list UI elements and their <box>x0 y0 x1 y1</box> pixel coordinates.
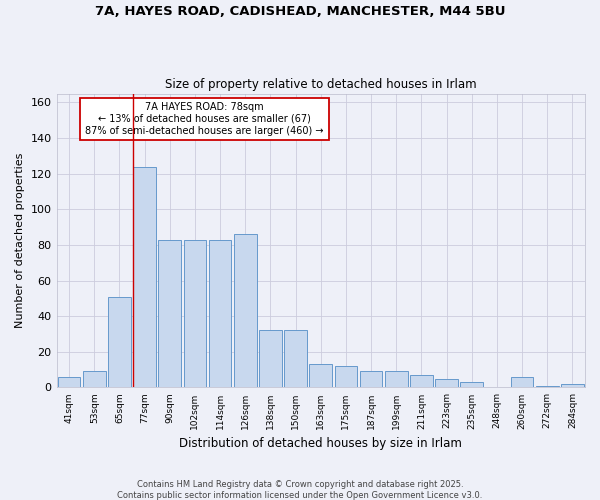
Bar <box>133 166 156 388</box>
Bar <box>184 240 206 388</box>
Bar <box>335 366 357 388</box>
Bar <box>561 384 584 388</box>
Bar <box>158 240 181 388</box>
Bar <box>259 330 282 388</box>
Bar <box>310 364 332 388</box>
Bar <box>234 234 257 388</box>
Bar <box>410 375 433 388</box>
Text: 7A HAYES ROAD: 78sqm
← 13% of detached houses are smaller (67)
87% of semi-detac: 7A HAYES ROAD: 78sqm ← 13% of detached h… <box>85 102 324 136</box>
Bar <box>536 386 559 388</box>
Bar <box>209 240 232 388</box>
Bar <box>385 372 407 388</box>
Bar <box>83 372 106 388</box>
Bar <box>108 296 131 388</box>
Bar <box>460 382 483 388</box>
Text: 7A, HAYES ROAD, CADISHEAD, MANCHESTER, M44 5BU: 7A, HAYES ROAD, CADISHEAD, MANCHESTER, M… <box>95 5 505 18</box>
Bar <box>435 378 458 388</box>
Text: Contains HM Land Registry data © Crown copyright and database right 2025.
Contai: Contains HM Land Registry data © Crown c… <box>118 480 482 500</box>
Bar <box>58 376 80 388</box>
Bar <box>511 376 533 388</box>
Title: Size of property relative to detached houses in Irlam: Size of property relative to detached ho… <box>165 78 476 91</box>
X-axis label: Distribution of detached houses by size in Irlam: Distribution of detached houses by size … <box>179 437 462 450</box>
Y-axis label: Number of detached properties: Number of detached properties <box>15 153 25 328</box>
Bar <box>360 372 382 388</box>
Bar <box>284 330 307 388</box>
